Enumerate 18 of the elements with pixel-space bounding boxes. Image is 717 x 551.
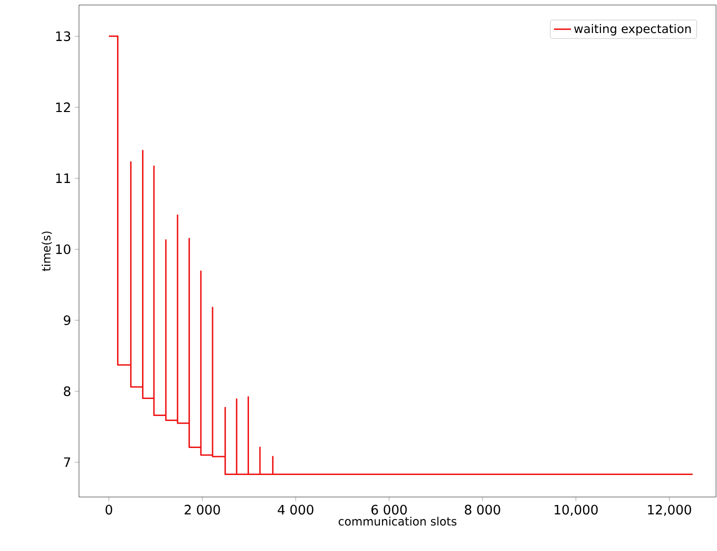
y-tick-label: 13 xyxy=(56,31,70,42)
y-tick-label: 7 xyxy=(64,457,70,467)
x-tick-label: 6 000 xyxy=(371,504,407,515)
x-tick-label: 4 000 xyxy=(278,504,314,515)
x-tick-label: 12,000 xyxy=(648,504,692,516)
x-tick-label: 0 xyxy=(106,504,112,515)
y-tick-label: 9 xyxy=(64,315,70,326)
y-tick-label: 10 xyxy=(56,244,70,254)
y-tick-label: 11 xyxy=(56,174,70,183)
x-tick-label: 8 000 xyxy=(464,504,500,515)
y-tick-label: 8 xyxy=(64,386,70,396)
x-axis-title: communication slots xyxy=(338,516,456,526)
y-tick-label: 12 xyxy=(56,102,70,112)
x-tick-label: 2 000 xyxy=(184,504,220,515)
x-tick-label: 10,000 xyxy=(554,504,598,516)
legend-label: waiting expectation xyxy=(574,24,691,36)
y-axis-title: time(s) xyxy=(42,232,52,272)
line-series xyxy=(108,36,694,475)
